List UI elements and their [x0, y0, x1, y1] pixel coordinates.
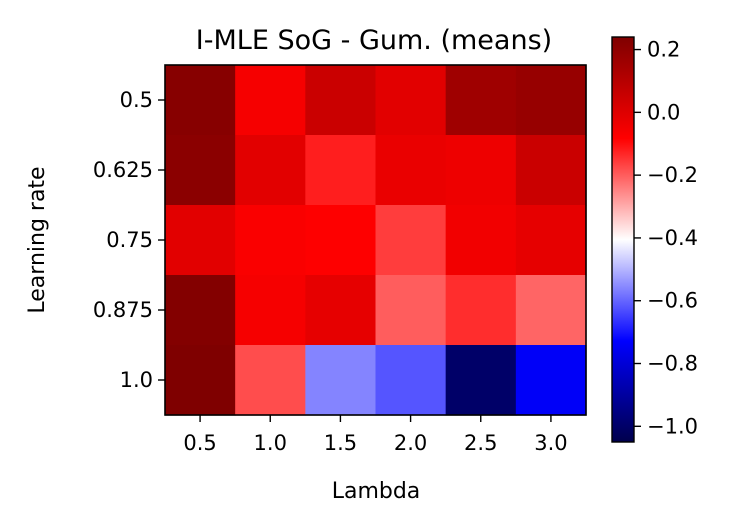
colorbar-tick-label: −0.8 — [647, 352, 698, 376]
y-tick-label: 0.875 — [93, 298, 153, 322]
x-tick-label: 1.5 — [324, 431, 357, 455]
y-axis-label: Learning rate — [25, 166, 50, 313]
colorbar-tick-label: 0.2 — [647, 38, 680, 62]
colorbar-tick-label: −0.2 — [647, 163, 698, 187]
heatmap-cell — [305, 65, 377, 136]
heatmap-cell — [445, 345, 517, 416]
heatmap-cell — [375, 275, 447, 346]
heatmap-cell — [445, 135, 517, 206]
heatmap-cell — [165, 275, 236, 346]
x-tick-label: 2.0 — [394, 431, 427, 455]
heatmap-cell — [165, 345, 236, 416]
y-tick-label: 0.5 — [120, 88, 153, 112]
x-axis-label: Lambda — [332, 479, 421, 504]
heatmap-cell — [235, 205, 306, 276]
x-tick-label: 0.5 — [183, 431, 216, 455]
chart-title: I-MLE SoG - Gum. (means) — [196, 25, 552, 56]
heatmap-cell — [375, 205, 447, 276]
heatmap-cell — [515, 345, 587, 416]
heatmap-cell — [305, 135, 377, 206]
heatmap-cell — [235, 135, 306, 206]
heatmap-cell — [375, 135, 447, 206]
x-tick-label: 2.5 — [464, 431, 497, 455]
y-axis-ticks: 0.5 0.625 0.75 0.875 1.0 — [93, 88, 165, 392]
heatmap-cell — [165, 65, 236, 136]
heatmap-cell — [515, 135, 587, 206]
heatmap-cell — [165, 135, 236, 206]
x-tick-label: 3.0 — [534, 431, 567, 455]
heatmap-cell — [445, 205, 517, 276]
heatmap-cell — [165, 205, 236, 276]
x-tick-label: 1.0 — [254, 431, 287, 455]
colorbar-tick-label: −0.6 — [647, 289, 698, 313]
heatmap-cell — [515, 205, 587, 276]
heatmap-cell — [305, 345, 377, 416]
heatmap-cell — [445, 65, 517, 136]
colorbar — [611, 36, 635, 443]
heatmap-cell — [515, 65, 587, 136]
y-tick-label: 0.625 — [93, 158, 153, 182]
heatmap-cell — [305, 275, 377, 346]
colorbar-tick-label: 0.0 — [647, 100, 680, 124]
heatmap-cell — [445, 275, 517, 346]
heatmap-cells — [165, 65, 587, 416]
heatmap-cell — [515, 275, 587, 346]
x-axis-ticks: 0.5 1.0 1.5 2.0 2.5 3.0 — [183, 415, 568, 455]
colorbar-ticks: 0.2 0.0 −0.2 −0.4 −0.6 −0.8 −1.0 — [634, 38, 698, 438]
heatmap-cell — [235, 65, 306, 136]
heatmap-cell — [375, 345, 447, 416]
y-tick-label: 0.75 — [106, 228, 153, 252]
heatmap-cell — [305, 205, 377, 276]
heatmap-cell — [235, 275, 306, 346]
colorbar-tick-label: −0.4 — [647, 226, 698, 250]
colorbar-tick-label: −1.0 — [647, 414, 698, 438]
heatmap-cell — [375, 65, 447, 136]
heatmap-cell — [235, 345, 306, 416]
y-tick-label: 1.0 — [120, 368, 153, 392]
